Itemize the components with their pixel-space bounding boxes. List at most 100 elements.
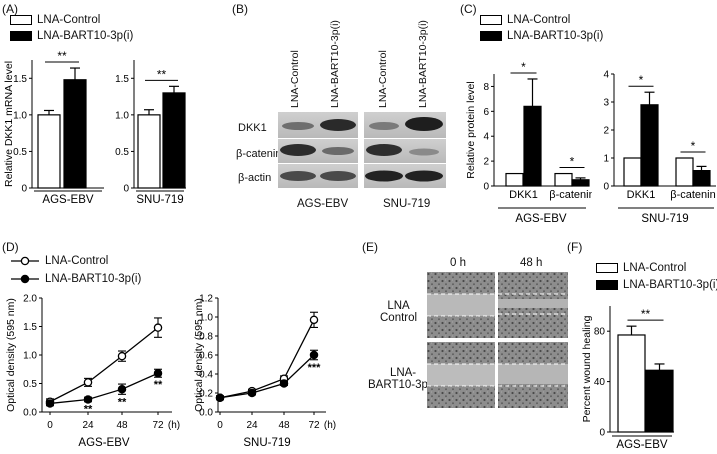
data-point (309, 350, 319, 360)
bar (640, 104, 659, 187)
legend-line-treated (11, 274, 39, 284)
band (366, 144, 402, 156)
significance-mark: * (639, 73, 644, 87)
y-tick-label: 0 (21, 184, 27, 195)
x-tick-label: 48 (116, 420, 128, 431)
bar (37, 114, 61, 189)
x-tick-label: 0 (47, 420, 53, 431)
blot-row-label: β-actin (238, 172, 272, 184)
data-point (247, 388, 257, 398)
legend-d-control: LNA-Control (10, 255, 108, 267)
data-point (153, 368, 163, 378)
x-category-label: DKK1 (627, 189, 656, 201)
y-tick-label: 4 (603, 70, 609, 81)
y-tick-label: 0 (483, 182, 489, 193)
condition-label: LNA Control (380, 300, 418, 324)
legend-label-control: LNA-Control (623, 262, 687, 274)
legend-swatch-treated (480, 31, 502, 41)
y-tick-label: 1.0 (23, 351, 37, 362)
y-tick-label: 2 (483, 157, 489, 168)
y-tick-label: 0.6 (199, 351, 213, 362)
x-axis-label: AGS-EBV (42, 194, 93, 206)
x-category-label: β-catenin (670, 189, 715, 201)
data-point (279, 379, 289, 388)
blot-col-label: LNA-BART10-3p(i) (417, 20, 429, 108)
time-label: 0 h (450, 257, 466, 269)
legend-label-control: LNA-Control (45, 255, 109, 267)
data-point (309, 315, 319, 325)
y-tick-label: 0 (603, 182, 609, 193)
data-point (45, 399, 55, 408)
legend-label-treated: LNA-BART10-3p(i) (37, 30, 134, 42)
legend-d-treated: LNA-BART10-3p(i) (10, 273, 141, 285)
y-tick-label: 0 (123, 184, 129, 195)
y-tick-label: 0.0 (199, 408, 213, 419)
x-axis-label: SNU-719 (243, 437, 290, 449)
bar (523, 105, 542, 187)
x-category-label: β-catenin (549, 189, 592, 201)
y-axis-label: Optical density (595 nm) (193, 298, 205, 412)
y-tick-label: 1.2 (199, 294, 213, 305)
significance-mark: ** (154, 379, 163, 391)
x-unit-label: (h) (324, 420, 336, 431)
y-tick-label: 8 (483, 82, 489, 93)
blot-group-label: AGS-EBV (297, 198, 349, 210)
y-axis-label: Percent wound healing (581, 315, 593, 422)
y-tick-label: 3 (603, 98, 609, 109)
y-tick-label: 4 (483, 132, 489, 143)
legend-swatch-treated (596, 280, 618, 290)
bar (692, 169, 711, 187)
legend-line-control (11, 256, 39, 266)
x-tick-label: 24 (82, 420, 94, 431)
significance-mark: * (691, 139, 696, 153)
legend-swatch-control (596, 263, 618, 273)
blot-row-label: DKK1 (238, 122, 267, 134)
blot-col-label: LNA-Control (289, 50, 301, 108)
bar (675, 157, 694, 187)
bar (617, 334, 646, 433)
panel-label-a: (A) (2, 2, 18, 16)
x-tick-label: 24 (246, 420, 258, 431)
legend-c-control: LNA-Control (480, 14, 570, 26)
x-tick-label: 0 (217, 420, 223, 431)
y-tick-label: 1.0 (115, 110, 129, 121)
legend-f-control: LNA-Control (596, 262, 686, 274)
x-axis-label: AGS-EBV (616, 439, 667, 451)
legend-a-treated: LNA-BART10-3p(i) (10, 30, 133, 42)
y-tick-label: 0 (599, 428, 605, 439)
data-point (83, 395, 93, 404)
blot-row-label: β-catenin (236, 148, 282, 160)
significance-mark: ** (157, 67, 167, 81)
data-point (117, 384, 127, 394)
y-tick-label: 2 (603, 126, 609, 137)
panel-label-b: (B) (232, 2, 248, 16)
y-tick-label: 0.4 (199, 370, 213, 381)
data-point (117, 351, 127, 361)
y-tick-label: 0.5 (23, 379, 37, 390)
y-tick-label: 1.0 (13, 110, 27, 121)
bar (554, 172, 573, 187)
series-line (49, 372, 159, 405)
legend-a-control: LNA-Control (10, 14, 100, 26)
significance-mark: * (521, 60, 526, 74)
band (322, 147, 354, 155)
series-line (49, 327, 159, 403)
y-tick-label: 1.5 (23, 322, 37, 333)
significance-mark: *** (308, 362, 322, 374)
bar (63, 79, 87, 189)
panel-label-e: (E) (362, 240, 378, 254)
bar (623, 157, 642, 187)
x-axis-label: AGS-EBV (515, 213, 566, 225)
y-axis-label: Optical density (595 nm) (5, 298, 17, 412)
band (365, 170, 403, 182)
chart-c-snu-719: 0 1 2 3 4 * DKK1 * β-catenin SNU-719 (603, 70, 716, 225)
condition-label: LNA- BART10-3p(i) (368, 367, 439, 391)
bar (137, 114, 161, 189)
y-tick-label: 80 (594, 327, 606, 338)
y-tick-label: 1.5 (13, 74, 27, 85)
legend-label-treated: LNA-BART10-3p(i) (507, 30, 604, 42)
time-label: 48 h (520, 257, 543, 269)
band (405, 117, 443, 131)
